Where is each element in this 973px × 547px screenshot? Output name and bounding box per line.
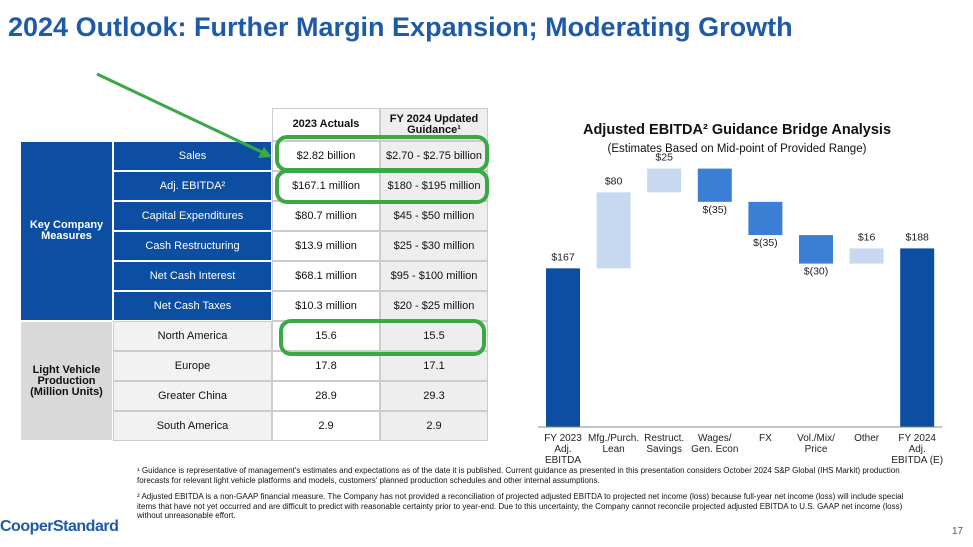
row-label: Cash Restructuring — [113, 231, 272, 261]
group-label: Key Company Measures — [20, 141, 113, 321]
table-cell: $25 - $30 million — [380, 231, 488, 261]
table-cell: $95 - $100 million — [380, 261, 488, 291]
data-label: $167 — [551, 251, 575, 263]
data-label: $188 — [906, 231, 930, 243]
table-cell: 17.8 — [272, 351, 380, 381]
footnote: ² Adjusted EBITDA is a non-GAAP financia… — [137, 492, 904, 520]
table-cell: 15.5 — [380, 321, 488, 351]
row-label: Net Cash Taxes — [113, 291, 272, 321]
x-tick-label: Other — [854, 433, 880, 444]
table-cell: 28.9 — [272, 381, 380, 411]
x-tick-label: FY 2023 Adj. EBITDA — [544, 433, 582, 466]
table-cell: 15.6 — [272, 321, 380, 351]
data-label: $80 — [605, 175, 623, 187]
logo: CooperStandard — [0, 518, 119, 535]
x-tick-label: Mfg./Purch. Lean — [588, 433, 640, 455]
row-label: Net Cash Interest — [113, 261, 272, 291]
bar — [748, 201, 783, 236]
footnote: ¹ Guidance is representative of manageme… — [137, 466, 900, 485]
data-label: $16 — [858, 231, 876, 243]
row-label: Capital Expenditures — [113, 201, 272, 231]
x-tick-label: FX — [759, 433, 772, 444]
table-cell: $10.3 million — [272, 291, 380, 321]
table-cell: 2.9 — [380, 411, 488, 441]
x-tick-label: FY 2024 Adj. EBITDA (E) — [891, 433, 944, 466]
row-label: Adj. EBITDA² — [113, 171, 272, 201]
table-cell: $180 - $195 million — [380, 171, 488, 201]
data-label: $(35) — [703, 204, 728, 216]
x-tick-label: Restruct. Savings — [644, 433, 685, 455]
data-label: $(35) — [753, 237, 778, 249]
row-label: North America — [113, 321, 272, 351]
table-cell: 2.9 — [272, 411, 380, 441]
slide-title: 2024 Outlook: Further Margin Expansion; … — [8, 12, 793, 42]
table-cell: $167.1 million — [272, 171, 380, 201]
data-label: $(30) — [804, 266, 829, 278]
bar — [799, 235, 833, 264]
table-cell: $2.70 - $2.75 billion — [380, 141, 488, 171]
table-cell: $13.9 million — [272, 231, 380, 261]
bar — [596, 192, 631, 269]
table-cell: $80.7 million — [272, 201, 380, 231]
chart-subtitle: (Estimates Based on Mid-point of Provide… — [608, 143, 867, 155]
page-number: 17 — [952, 526, 964, 537]
table-cell: $2.82 billion — [272, 141, 380, 171]
chart-title: Adjusted EBITDA² Guidance Bridge Analysi… — [583, 122, 891, 138]
table-cell: $68.1 million — [272, 261, 380, 291]
group-label: Light Vehicle Production (Million Units) — [20, 321, 113, 441]
table-cell: 29.3 — [380, 381, 488, 411]
bar — [900, 248, 935, 427]
table-cell: $20 - $25 million — [380, 291, 488, 321]
column-header: FY 2024 Updated Guidance¹ — [380, 108, 488, 141]
row-label: South America — [113, 411, 272, 441]
x-tick-label: Vol./Mix/ Price — [797, 433, 835, 455]
row-label: Europe — [113, 351, 272, 381]
table-cell: $45 - $50 million — [380, 201, 488, 231]
table-cell: 17.1 — [380, 351, 488, 381]
bar — [697, 168, 732, 202]
data-label: $25 — [655, 152, 673, 164]
row-label: Greater China — [113, 381, 272, 411]
column-header: 2023 Actuals — [272, 108, 380, 141]
x-tick-label: Wages/ Gen. Econ — [691, 433, 739, 455]
bar — [546, 268, 580, 427]
bar — [647, 168, 682, 193]
row-label: Sales — [113, 141, 272, 171]
bar — [849, 248, 884, 264]
